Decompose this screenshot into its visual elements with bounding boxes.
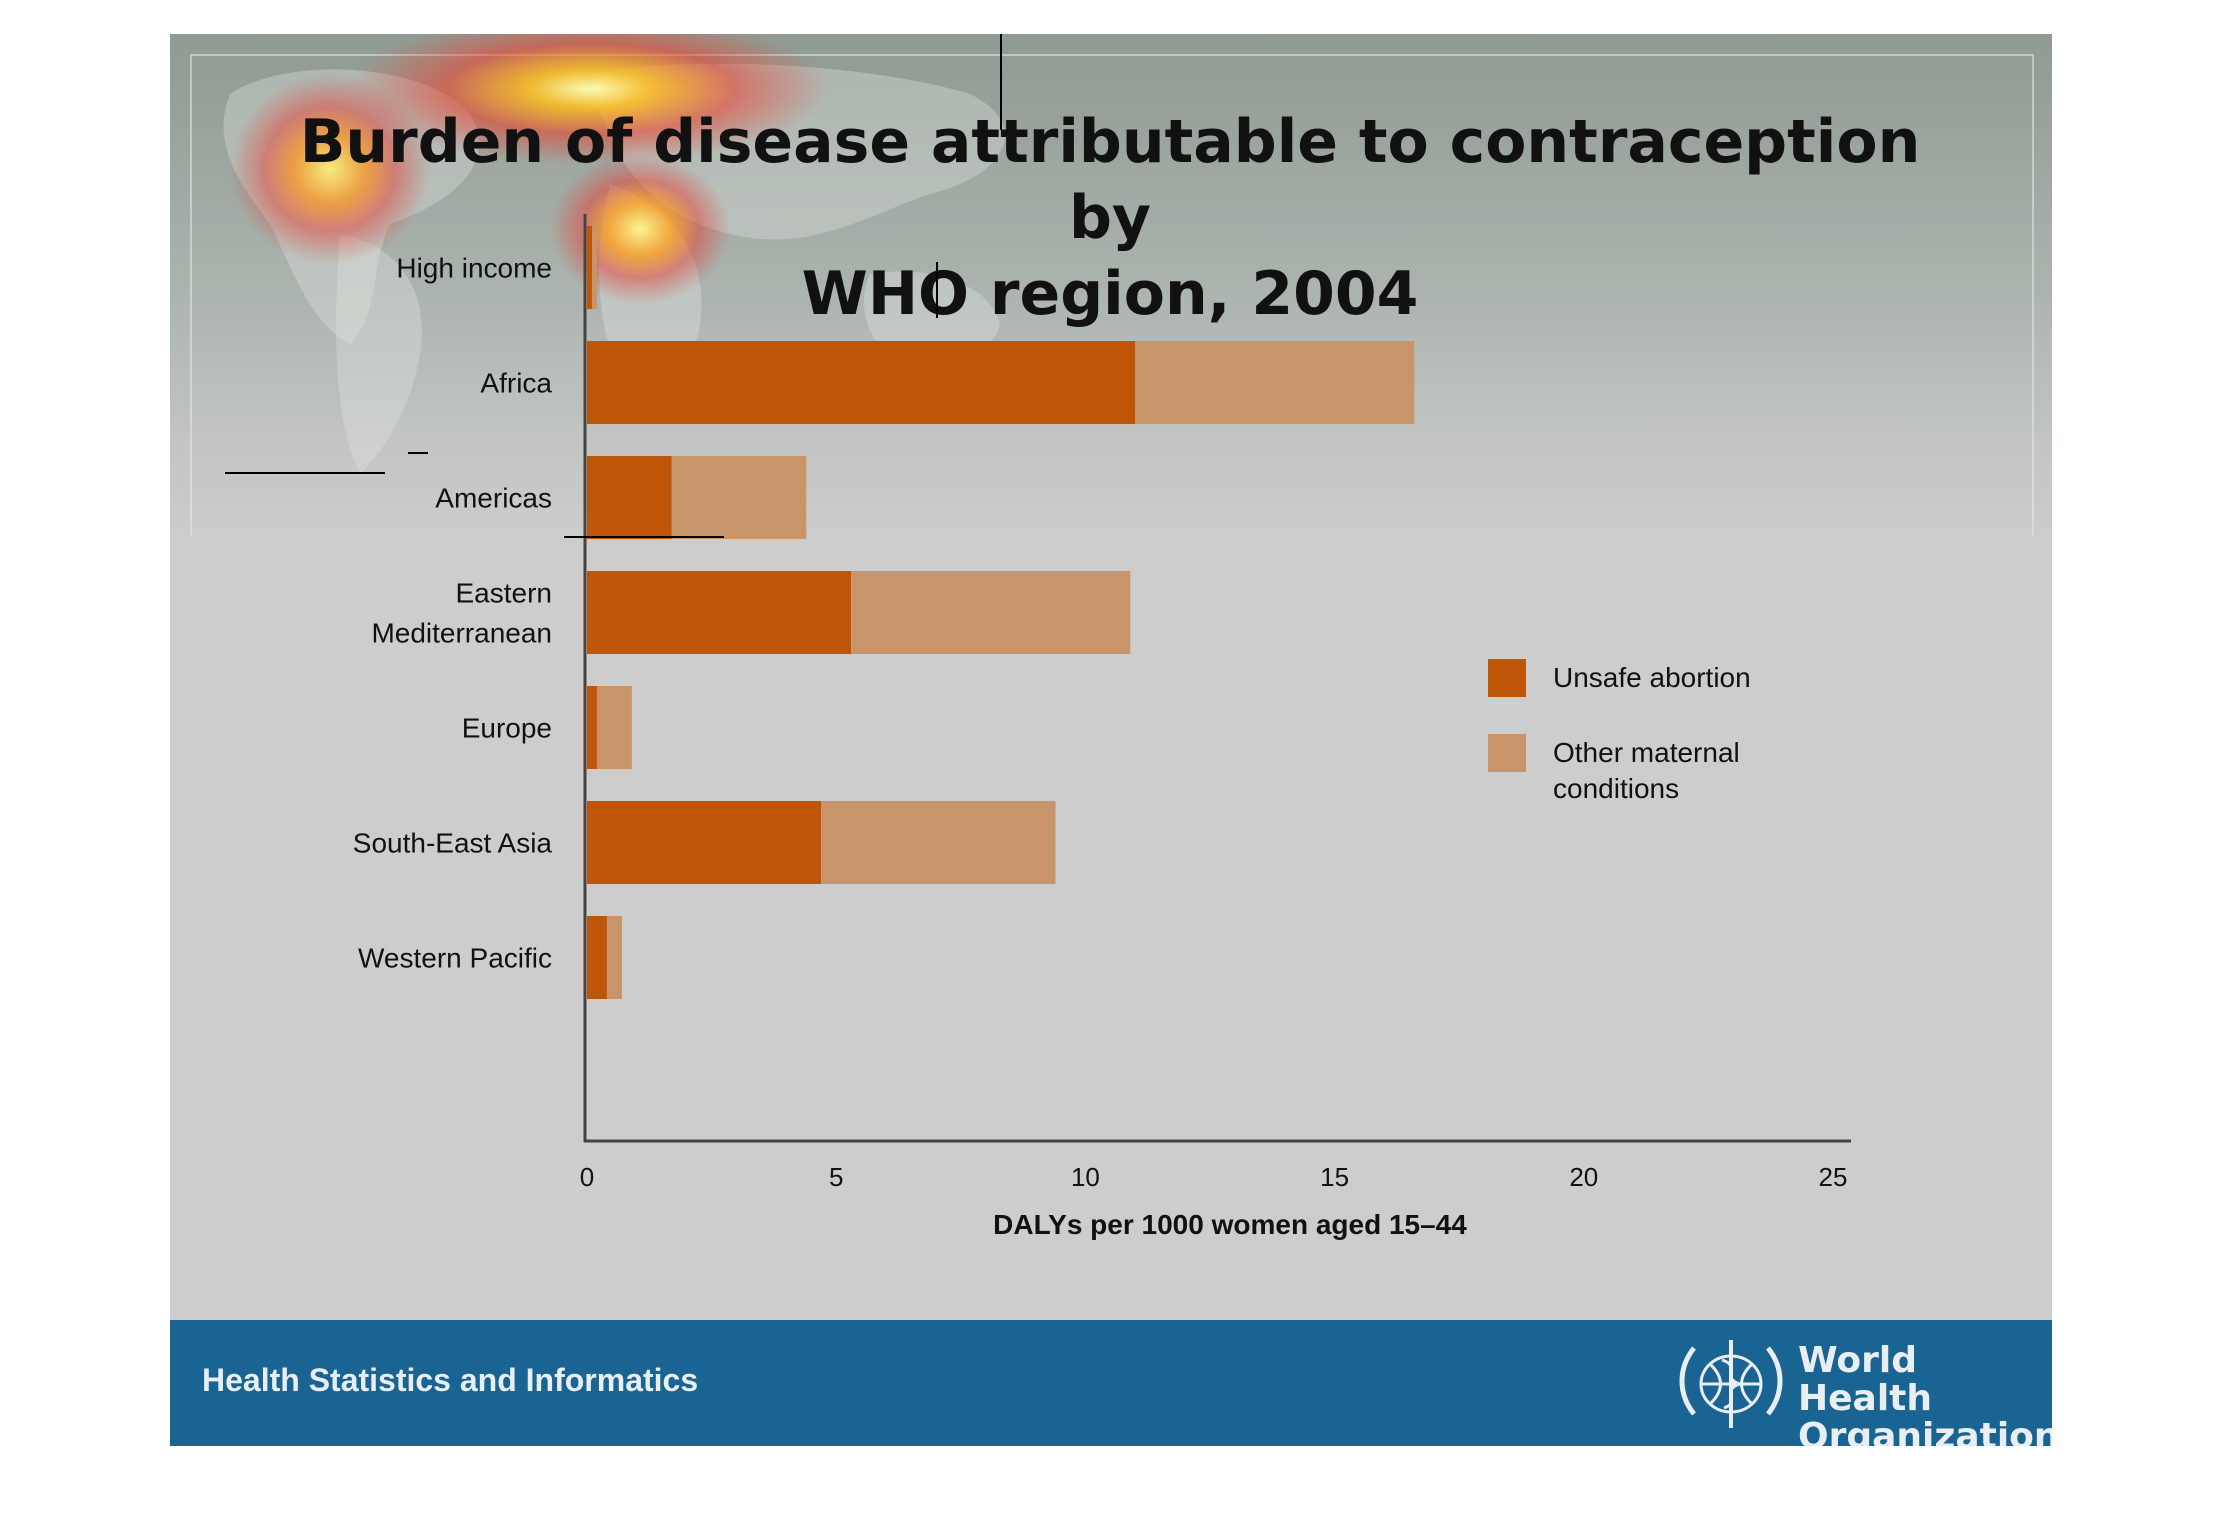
org-line-1: World Health — [1798, 1340, 1933, 1419]
stray-line — [225, 472, 385, 474]
bar-unsafe-abortion-5 — [587, 801, 822, 884]
bar-chart: High income Africa Americas Eastern Mediterr… — [353, 214, 1851, 1240]
bar-unsafe-abortion-4 — [587, 686, 597, 769]
x-tick-label: 20 — [1569, 1162, 1598, 1192]
bar-other-maternal-5 — [821, 801, 1056, 884]
legend-swatch-other-maternal — [1488, 734, 1526, 772]
x-axis: 0 5 10 15 20 25 DALYs per 1000 women aged 15–4… — [580, 214, 1851, 1240]
stray-line — [408, 452, 428, 454]
x-tick-label: 15 — [1320, 1162, 1349, 1192]
organization-name: World Health Organization — [1798, 1340, 2052, 1447]
category-label: Eastern — [456, 578, 553, 609]
bar-other-maternal-6 — [606, 916, 622, 999]
category-label: Americas — [435, 483, 552, 514]
legend-label: conditions — [1553, 773, 1679, 804]
category-label: Africa — [480, 368, 552, 399]
x-tick-label: 10 — [1071, 1162, 1100, 1192]
stray-line — [564, 536, 724, 538]
category-label: South-East Asia — [353, 828, 553, 859]
x-tick-label: 25 — [1819, 1162, 1848, 1192]
bar-other-maternal-1 — [1135, 341, 1415, 424]
bar-other-maternal-4 — [596, 686, 632, 769]
bars-layer — [587, 226, 1415, 999]
who-emblem-icon — [1679, 1340, 1783, 1428]
slide: Burden of disease attributable to contra… — [170, 34, 2052, 1446]
stray-line — [936, 262, 938, 318]
bar-other-maternal-2 — [671, 456, 807, 539]
x-tick-label: 0 — [580, 1162, 594, 1192]
title-line-2: WHO region, 2004 — [801, 259, 1419, 329]
bar-unsafe-abortion-2 — [587, 456, 672, 539]
x-tick-label: 5 — [829, 1162, 843, 1192]
bar-unsafe-abortion-6 — [587, 916, 607, 999]
department-name: Health Statistics and Informatics — [202, 1362, 699, 1398]
footer-bar: Health Statistics and Informatics World … — [170, 1320, 2052, 1446]
bar-other-maternal-3 — [851, 571, 1131, 654]
bar-unsafe-abortion-1 — [587, 341, 1136, 424]
category-label: High income — [396, 253, 552, 284]
category-label: Western Pacific — [358, 943, 552, 974]
legend-label: Other maternal — [1553, 737, 1740, 768]
x-axis-title: DALYs per 1000 women aged 15–44 — [993, 1209, 1467, 1240]
legend-label: Unsafe abortion — [1553, 662, 1751, 693]
category-label: Mediterranean — [371, 618, 552, 649]
category-label: Europe — [462, 713, 552, 744]
legend-swatch-unsafe-abortion — [1488, 659, 1526, 697]
org-line-2: Organization — [1798, 1416, 2052, 1447]
title-line-1: Burden of disease attributable to contra… — [299, 107, 1921, 253]
bar-other-maternal-0 — [591, 226, 597, 309]
category-labels: High income Africa Americas Eastern Mediterr… — [353, 253, 553, 974]
slide-title: Burden of disease attributable to contra… — [260, 104, 1960, 332]
bar-unsafe-abortion-3 — [587, 571, 852, 654]
bar-unsafe-abortion-0 — [587, 226, 592, 309]
legend: Unsafe abortion Other maternal conditions — [1488, 659, 1751, 804]
banner-frame — [190, 54, 2034, 536]
stray-line — [1000, 34, 1002, 130]
